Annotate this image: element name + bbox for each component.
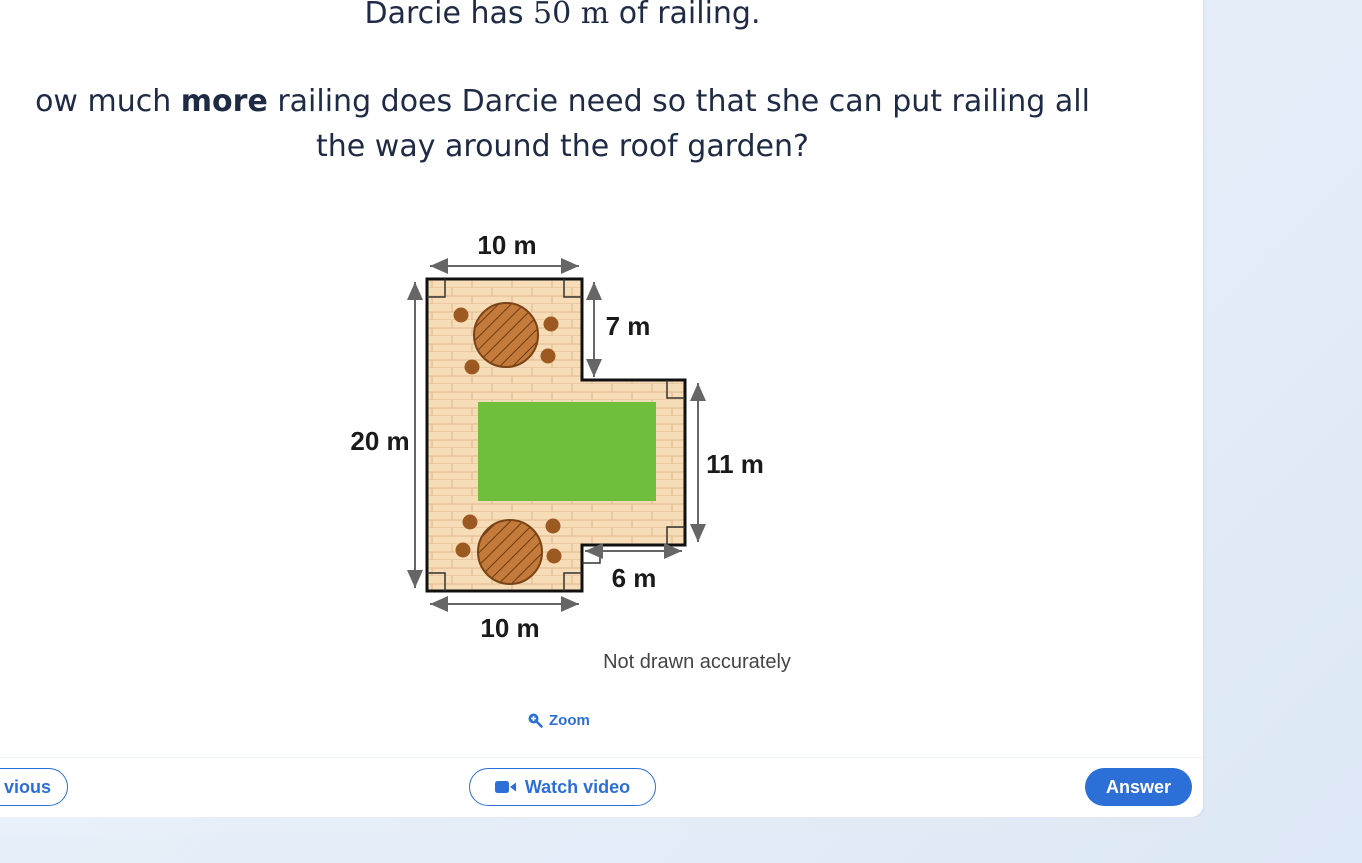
dimension-arrows [407, 258, 706, 612]
label-right-lower: 11 m [706, 449, 764, 479]
question-text: Darcie has [364, 0, 534, 31]
right-angle-markers [427, 279, 685, 591]
lawn-area [478, 402, 656, 501]
label-bottom: 10 m [480, 613, 539, 643]
question-line-1: Darcie has 50 m of railing. [0, 0, 1125, 34]
table-bottom [477, 519, 543, 585]
label-right-upper: 7 m [606, 311, 651, 341]
emphasis-text: more [180, 84, 268, 119]
previous-label: vious [3, 776, 51, 797]
chairs [453, 307, 562, 564]
answer-button[interactable]: Answer [1085, 768, 1192, 806]
video-camera-icon [494, 781, 516, 793]
question-text: of railing. [609, 0, 761, 31]
table-top [473, 302, 539, 368]
footer-divider [0, 757, 1203, 758]
question-text: the way around the roof garden? [316, 129, 809, 164]
zoom-button[interactable]: Zoom [527, 708, 590, 732]
label-left: 20 m [350, 426, 409, 456]
watch-video-button[interactable]: Watch video [469, 768, 656, 806]
math-value: 50 m [533, 0, 610, 31]
label-inner-bottom: 6 m [612, 563, 657, 593]
question-line-3: the way around the roof garden? [0, 127, 1125, 167]
previous-button[interactable]: vious [0, 768, 68, 806]
zoom-in-icon [528, 713, 543, 728]
watch-video-label: Watch video [524, 776, 631, 797]
question-text: ow much [35, 84, 181, 119]
question-text: railing does Darcie need so that she can… [267, 84, 1090, 119]
not-drawn-accurately-note: Not drawn accurately [603, 651, 791, 673]
label-top: 10 m [477, 230, 536, 260]
card-bottom-strip [0, 817, 1203, 833]
zoom-label: Zoom [549, 711, 590, 729]
answer-label: Answer [1105, 776, 1172, 797]
question-line-2: ow much more railing does Darcie need so… [0, 82, 1125, 122]
